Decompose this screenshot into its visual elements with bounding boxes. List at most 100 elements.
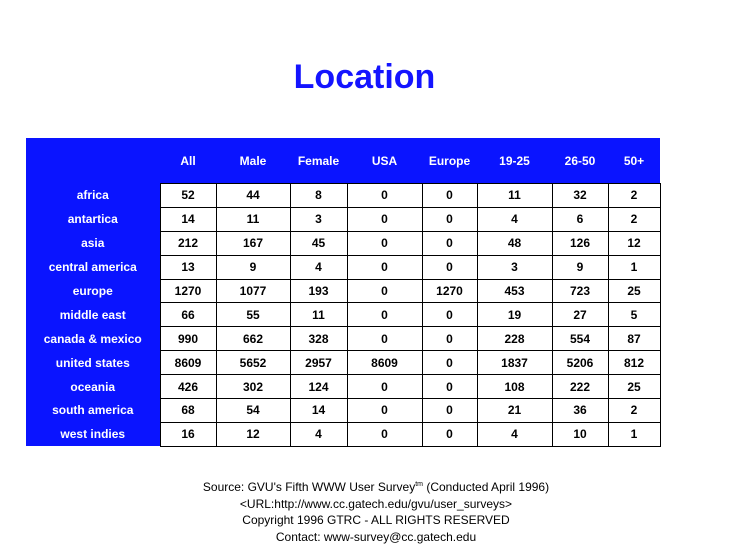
table-cell: 1077	[215, 278, 291, 304]
table-cell: 8	[289, 183, 348, 208]
table-cell: 0	[346, 278, 423, 304]
table-cell: 66	[159, 302, 217, 328]
table-cell: 8609	[346, 350, 423, 376]
table-cell: 11	[476, 183, 553, 208]
table-cell: 0	[421, 421, 478, 447]
table-cell: 45	[289, 230, 348, 256]
table-row: europe 1270 1077 193 0 1270 453 723 25	[26, 278, 661, 304]
table-cell: 1	[607, 254, 661, 280]
table-cell: 0	[421, 302, 478, 328]
table-cell: 5	[607, 302, 661, 328]
table-cell: 328	[289, 326, 348, 352]
table-cell: 0	[421, 398, 478, 423]
table-cell: 126	[551, 230, 609, 256]
table-cell: 228	[476, 326, 553, 352]
table-cell: 1837	[476, 350, 553, 376]
table-cell: 662	[215, 326, 291, 352]
table-cell: 1270	[421, 278, 478, 304]
table-cell: 193	[289, 278, 348, 304]
table-row: asia 212 167 45 0 0 48 126 12	[26, 230, 661, 256]
table-cell: 32	[551, 183, 609, 208]
table-cell: 0	[421, 374, 478, 400]
row-label: africa	[76, 188, 109, 203]
copyright-text: Copyright 1996 GTRC - ALL RIGHTS RESERVE…	[242, 513, 510, 527]
table-row: united states 8609 5652 2957 8609 0 1837 5206 81…	[26, 350, 661, 376]
table-cell: 0	[346, 326, 423, 352]
table-cell: 0	[346, 302, 423, 328]
table-cell: 0	[421, 230, 478, 256]
table-cell: 1	[607, 421, 661, 447]
source-text: Source: GVU's Fifth WWW User Survey	[202, 480, 416, 494]
table-cell: 48	[476, 230, 553, 256]
survey-url: <URL:http://www.cc.gatech.edu/gvu/user_s…	[239, 496, 513, 511]
table-cell: 4	[289, 254, 348, 280]
table-cell: 0	[421, 254, 478, 280]
table-cell: 11	[215, 206, 291, 232]
table-row: africa 52 44 8 0 0 11 32 2	[26, 183, 661, 208]
table-cell: 222	[551, 374, 609, 400]
column-header: All	[180, 153, 196, 168]
table-cell: 0	[346, 398, 423, 423]
table-cell: 44	[215, 183, 291, 208]
table-cell: 4	[476, 421, 553, 447]
row-label: central america	[48, 260, 137, 275]
table-cell: 3	[476, 254, 553, 280]
table-cell: 426	[159, 374, 217, 400]
table-cell: 2	[607, 206, 661, 232]
location-table: All Male Female USA Europe 19-25 26-50 50+ afri…	[26, 138, 661, 447]
table-cell: 990	[159, 326, 217, 352]
column-header: Female	[297, 153, 340, 168]
table-cell: 5652	[215, 350, 291, 376]
table-cell: 2	[607, 398, 661, 423]
conducted-text: (Conducted April 1996)	[423, 480, 550, 494]
table-cell: 9	[551, 254, 609, 280]
table-row: antartica 14 11 3 0 0 4 6 2	[26, 206, 661, 232]
table-cell: 16	[159, 421, 217, 447]
table-cell: 13	[159, 254, 217, 280]
table-row: canada & mexico 990 662 328 0 0 228 554 87	[26, 326, 661, 352]
column-header	[26, 138, 160, 184]
table-cell: 25	[607, 278, 661, 304]
table-row: oceania 426 302 124 0 0 108 222 25	[26, 374, 661, 400]
trademark: tm	[415, 481, 424, 488]
table-cell: 54	[215, 398, 291, 423]
table-cell: 1270	[159, 278, 217, 304]
table-cell: 4	[289, 421, 348, 447]
table-cell: 68	[159, 398, 217, 423]
table-cell: 0	[346, 374, 423, 400]
table-cell: 2	[607, 183, 661, 208]
row-label: europe	[72, 284, 113, 298]
column-header: 50+	[623, 153, 645, 168]
row-label: canada & mexico	[43, 331, 142, 346]
table-cell: 12	[215, 421, 291, 447]
column-header: 19-25	[499, 153, 530, 168]
table-header-row: All Male Female USA Europe 19-25 26-50 50+	[26, 138, 660, 184]
row-label: asia	[81, 236, 105, 251]
table-cell: 0	[421, 326, 478, 352]
page-title: Location	[293, 58, 436, 96]
table-cell: 19	[476, 302, 553, 328]
table-cell: 27	[551, 302, 609, 328]
table-cell: 11	[289, 302, 348, 328]
table-cell: 212	[159, 230, 217, 256]
table-cell: 21	[476, 398, 553, 423]
table-cell: 9	[215, 254, 291, 280]
table-cell: 0	[346, 421, 423, 447]
table-row: south america 68 54 14 0 0 21 36 2	[26, 398, 661, 423]
table-cell: 302	[215, 374, 291, 400]
table-cell: 52	[159, 183, 217, 208]
table-cell: 0	[421, 350, 478, 376]
table-cell: 8609	[159, 350, 217, 376]
footer: Source: GVU's Fifth WWW User Surveytm (C…	[0, 477, 729, 545]
table-cell: 554	[551, 326, 609, 352]
table-cell: 0	[346, 206, 423, 232]
table-row: middle east 66 55 11 0 0 19 27 5	[26, 302, 661, 328]
table-cell: 36	[551, 398, 609, 423]
column-header: USA	[371, 153, 398, 168]
column-header: Male	[239, 153, 267, 168]
table-cell: 14	[159, 206, 217, 232]
table-cell: 108	[476, 374, 553, 400]
table-cell: 0	[421, 183, 478, 208]
row-label: south america	[52, 403, 134, 418]
table-row: central america 13 9 4 0 0 3 9 1	[26, 254, 661, 280]
